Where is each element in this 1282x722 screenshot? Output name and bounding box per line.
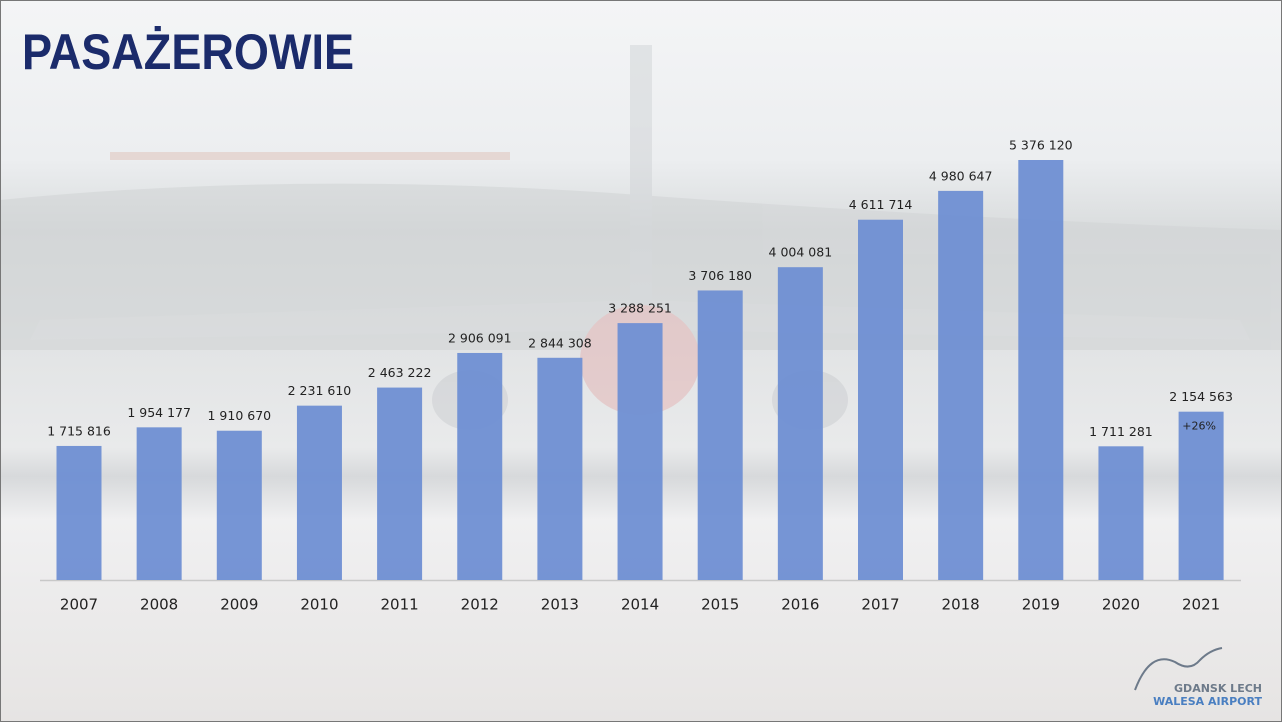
x-tick-label: 2011 (381, 596, 419, 614)
bar (457, 352, 503, 580)
annotation: +26% (1182, 420, 1216, 433)
x-tick-label: 2009 (220, 596, 258, 614)
value-label: 2 463 222 (368, 365, 432, 380)
value-label: 1 910 670 (207, 408, 271, 423)
bar (56, 445, 102, 580)
bar (296, 405, 342, 580)
bar (617, 323, 663, 580)
bar (1098, 446, 1144, 580)
x-tick-label: 2007 (60, 596, 98, 614)
bar (136, 427, 182, 580)
value-label: 2 906 091 (448, 330, 512, 345)
bar (777, 267, 823, 580)
value-label: 1 711 281 (1089, 424, 1153, 439)
value-label: 3 288 251 (608, 301, 672, 316)
x-tick-label: 2021 (1182, 596, 1220, 614)
x-tick-label: 2013 (541, 596, 579, 614)
logo-mark (1134, 647, 1223, 691)
bar (216, 430, 262, 580)
value-label: 2 154 563 (1169, 389, 1233, 404)
x-tick-label: 2008 (140, 596, 178, 614)
x-tick-label: 2020 (1102, 596, 1140, 614)
bar (1178, 411, 1224, 580)
x-tick-label: 2018 (942, 596, 980, 614)
value-label: 2 844 308 (528, 335, 592, 350)
value-label: 4 004 081 (769, 245, 833, 260)
x-tick-label: 2010 (300, 596, 338, 614)
logo: GDANSK LECH WALESA AIRPORT (1134, 647, 1262, 708)
value-label: 1 954 177 (127, 405, 191, 420)
x-tick-label: 2015 (701, 596, 739, 614)
bar (697, 290, 743, 580)
logo-line2: WALESA AIRPORT (1153, 695, 1262, 708)
x-tick-label: 2017 (861, 596, 899, 614)
value-label: 4 611 714 (849, 197, 913, 212)
x-tick-label: 2014 (621, 596, 659, 614)
bar (858, 219, 903, 580)
value-label: 3 706 180 (688, 268, 752, 283)
x-tick-label: 2019 (1022, 596, 1060, 614)
logo-line1: GDANSK LECH (1174, 682, 1262, 695)
bar (537, 357, 583, 580)
chart-title: PASAŻEROWIE (22, 24, 354, 80)
x-tick-label: 2016 (781, 596, 819, 614)
bar (377, 387, 423, 580)
bar (1018, 160, 1064, 580)
value-label: 2 231 610 (288, 383, 352, 398)
value-label: 5 376 120 (1009, 138, 1073, 153)
value-label: 1 715 816 (47, 423, 111, 438)
value-label: 4 980 647 (929, 168, 993, 183)
bar (938, 190, 984, 581)
x-tick-label: 2012 (461, 596, 499, 614)
